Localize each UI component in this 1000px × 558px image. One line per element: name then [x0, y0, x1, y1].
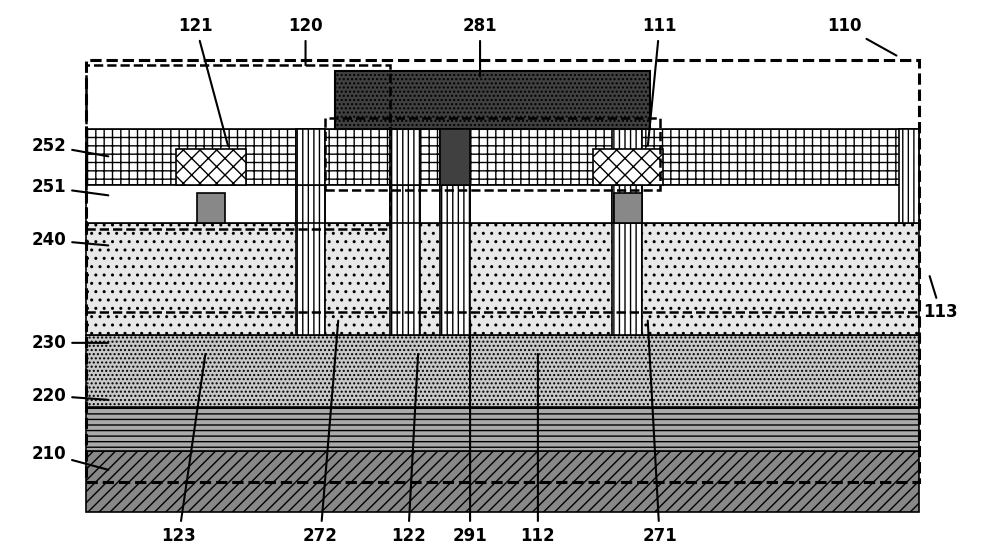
Bar — [335, 71, 650, 129]
Text: 220: 220 — [32, 387, 108, 405]
Text: 121: 121 — [179, 17, 228, 146]
Bar — [296, 129, 325, 185]
Bar — [296, 185, 325, 223]
Text: 240: 240 — [32, 231, 108, 249]
Bar — [86, 407, 919, 451]
Text: 122: 122 — [391, 354, 426, 545]
Text: 120: 120 — [288, 17, 323, 65]
Bar — [612, 185, 642, 335]
Text: 291: 291 — [453, 321, 487, 545]
Bar — [440, 185, 470, 335]
Bar — [86, 451, 919, 512]
Text: 281: 281 — [463, 17, 497, 76]
Bar — [899, 129, 919, 223]
Text: 271: 271 — [642, 321, 677, 545]
Text: 123: 123 — [162, 354, 205, 545]
Bar — [612, 185, 642, 223]
Text: 113: 113 — [923, 276, 958, 321]
Bar — [86, 223, 919, 335]
Bar — [325, 118, 660, 190]
Bar — [86, 185, 919, 223]
Text: 230: 230 — [32, 334, 108, 352]
Bar — [593, 148, 663, 185]
Bar — [612, 129, 642, 185]
Bar — [197, 193, 225, 223]
Bar — [390, 185, 420, 335]
Bar — [296, 185, 325, 335]
Text: 110: 110 — [827, 17, 896, 56]
Text: 272: 272 — [303, 321, 338, 545]
Bar — [86, 60, 919, 482]
Bar — [86, 129, 919, 185]
Text: 210: 210 — [32, 445, 108, 470]
Bar — [176, 148, 246, 185]
Text: 252: 252 — [32, 137, 108, 156]
Text: 251: 251 — [32, 179, 108, 196]
Bar — [440, 129, 470, 185]
Bar — [86, 335, 919, 407]
Text: 112: 112 — [521, 354, 555, 545]
Bar — [440, 129, 470, 185]
Bar — [86, 65, 390, 229]
Bar — [614, 193, 642, 223]
Bar — [440, 185, 470, 223]
Bar — [390, 185, 420, 223]
Text: 111: 111 — [642, 17, 677, 146]
Bar — [390, 129, 420, 185]
